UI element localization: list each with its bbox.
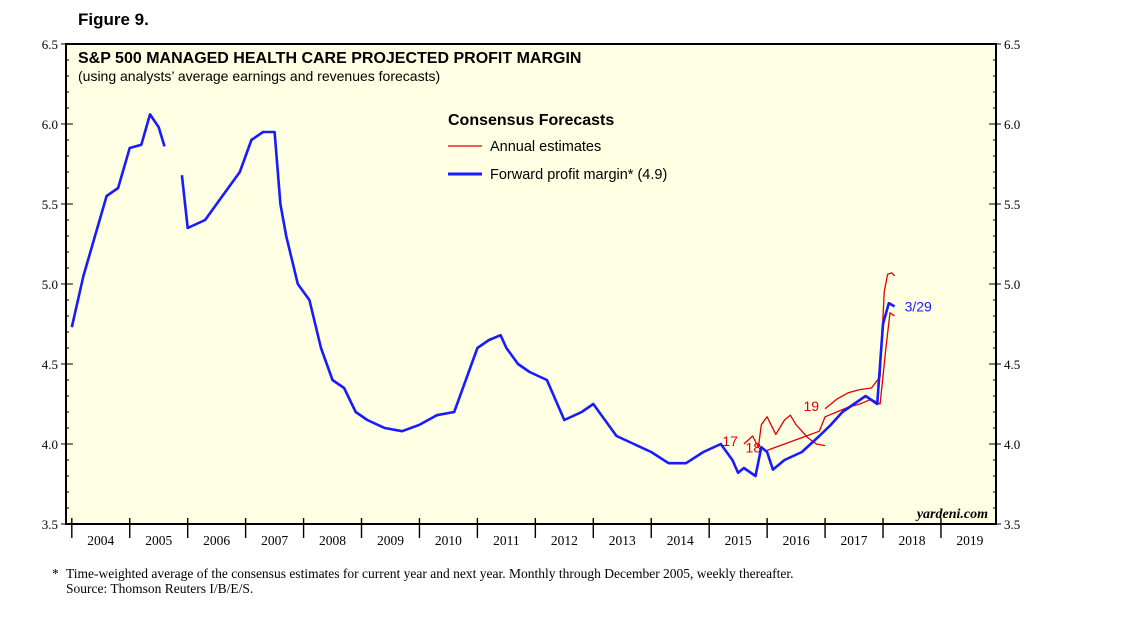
footnote-text: Time-weighted average of the consensus e…	[66, 566, 794, 581]
x-tick-label: 2012	[551, 533, 578, 548]
y-tick-label-left: 6.5	[42, 37, 58, 52]
annual-year-label: 18	[746, 439, 762, 455]
x-tick-label: 2018	[898, 533, 925, 548]
y-tick-label-left: 3.5	[42, 517, 58, 532]
x-tick-label: 2007	[261, 533, 288, 548]
annual-estimate-line-2	[824, 272, 896, 410]
legend-label-forward: Forward profit margin* (4.9)	[490, 167, 667, 183]
x-tick-label: 2008	[319, 533, 346, 548]
chart-subtitle: (using analysts’ average earnings and re…	[78, 68, 440, 84]
series-layer: 17 18 19 3/29	[70, 113, 932, 478]
x-tick-label: 2016	[783, 533, 810, 548]
annual-year-label: 19	[803, 398, 819, 414]
footnote-marker: *	[52, 566, 59, 581]
y-tick-label-left: 4.5	[42, 357, 58, 372]
x-tick-label: 2006	[203, 533, 230, 548]
footnote-source: Source: Thomson Reuters I/B/E/S.	[66, 581, 254, 596]
y-tick-label-right: 3.5	[1004, 517, 1020, 532]
y-tick-label-right: 6.5	[1004, 37, 1020, 52]
legend-title: Consensus Forecasts	[448, 112, 614, 129]
x-tick-label: 2005	[145, 533, 172, 548]
figure-label: Figure 9.	[78, 10, 149, 29]
latest-date-label: 3/29	[905, 298, 932, 314]
y-tick-label-right: 6.0	[1004, 117, 1020, 132]
legend-label-annual: Annual estimates	[490, 139, 601, 155]
forward-margin-line-1	[180, 130, 896, 478]
x-axis: 2004 2005 2006 2007 2008 2009 2010 2011 2012 2013…	[71, 518, 984, 548]
x-tick-label: 2013	[609, 533, 636, 548]
annual-estimate-line-0	[743, 414, 826, 448]
annual-year-label: 17	[722, 433, 738, 449]
y-tick-label-right: 4.5	[1004, 357, 1020, 372]
x-tick-label: 2004	[87, 533, 114, 548]
forward-margin-line-0	[70, 113, 166, 328]
y-axis-left: 3.5 4.0 4.5 5.0 5.5 6.0 6.5	[42, 37, 73, 532]
x-tick-label: 2017	[841, 533, 868, 548]
x-tick-label: 2011	[493, 533, 520, 548]
x-tick-label: 2019	[956, 533, 983, 548]
chart-title: S&P 500 MANAGED HEALTH CARE PROJECTED PR…	[78, 50, 581, 67]
x-tick-label: 2010	[435, 533, 462, 548]
y-tick-label-right: 5.5	[1004, 197, 1020, 212]
legend: Consensus Forecasts Annual estimates For…	[448, 112, 667, 183]
watermark: yardeni.com	[915, 507, 988, 522]
y-tick-label-right: 4.0	[1004, 437, 1020, 452]
y-tick-label-right: 5.0	[1004, 277, 1020, 292]
y-axis-right: 3.5 4.0 4.5 5.0 5.5 6.0 6.5	[989, 37, 1020, 532]
y-tick-label-left: 4.0	[42, 437, 58, 452]
profit-margin-chart: 3.5 4.0 4.5 5.0 5.5 6.0 6.5 3.5 4.0 4.5 5.0 5.5 6.0…	[42, 37, 1021, 548]
x-tick-label: 2015	[725, 533, 752, 548]
y-tick-label-left: 6.0	[42, 117, 58, 132]
x-tick-label: 2014	[667, 533, 694, 548]
x-tick-label: 2009	[377, 533, 404, 548]
footnote: * Time-weighted average of the consensus …	[52, 566, 794, 596]
y-tick-label-left: 5.5	[42, 197, 58, 212]
y-tick-label-left: 5.0	[42, 277, 58, 292]
